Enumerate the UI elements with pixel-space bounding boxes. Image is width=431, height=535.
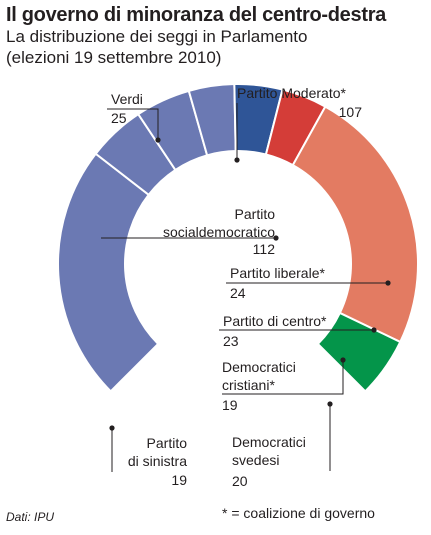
slice-value-label: 24	[230, 285, 246, 301]
slice-verdi	[316, 311, 402, 393]
slice-value-label: 19	[171, 472, 187, 488]
slice-partito-moderato	[57, 152, 160, 393]
slice-labels: Partito Moderato* 107 Partito liberale* 24 P…	[111, 85, 362, 489]
leader-dot	[371, 327, 377, 333]
slice-label: Partito di centro*	[223, 313, 327, 329]
leader-dot	[385, 280, 391, 286]
slice-value-label: 112	[253, 241, 276, 257]
slice-value-label: 19	[222, 397, 238, 413]
slice-label: di sinistra	[128, 453, 187, 469]
leader-dot	[155, 137, 161, 143]
slice-label: Verdi	[111, 91, 143, 107]
slice-value-label: 20	[232, 473, 248, 489]
leader-dot	[273, 235, 279, 241]
slice-label: Partito Moderato*	[237, 85, 346, 101]
chart-subtitle-line-1: La distribuzione dei seggi in Parlamento	[6, 27, 308, 46]
leader-dot	[109, 425, 115, 431]
slice-value-label: 25	[111, 110, 127, 126]
slice-label: cristiani*	[222, 377, 275, 393]
data-source: Dati: IPU	[6, 510, 55, 524]
chart-subtitle-line-2: (elezioni 19 settembre 2010)	[6, 48, 222, 67]
slice-label: Democratici	[232, 434, 306, 450]
slice-label: Democratici	[222, 359, 296, 375]
chart-title: Il governo di minoranza del centro-destr…	[6, 4, 386, 26]
leader-dot	[340, 357, 346, 363]
leader-line	[107, 108, 159, 140]
leader-line	[222, 360, 344, 395]
slice-value-label: 107	[339, 104, 363, 120]
slice-label: Partito	[147, 435, 188, 451]
slice-label: Partito	[235, 206, 276, 222]
slice-label: socialdemocratico	[163, 224, 275, 240]
leader-dot	[234, 157, 240, 163]
leader-dot	[327, 401, 333, 407]
slice-label: svedesi	[232, 452, 279, 468]
slice-value-label: 23	[223, 333, 239, 349]
coalition-footnote: * = coalizione di governo	[222, 505, 375, 521]
slice-partito-socialdemocratico	[291, 105, 419, 344]
slice-label: Partito liberale*	[230, 265, 325, 281]
label-leader-lines	[101, 103, 391, 472]
